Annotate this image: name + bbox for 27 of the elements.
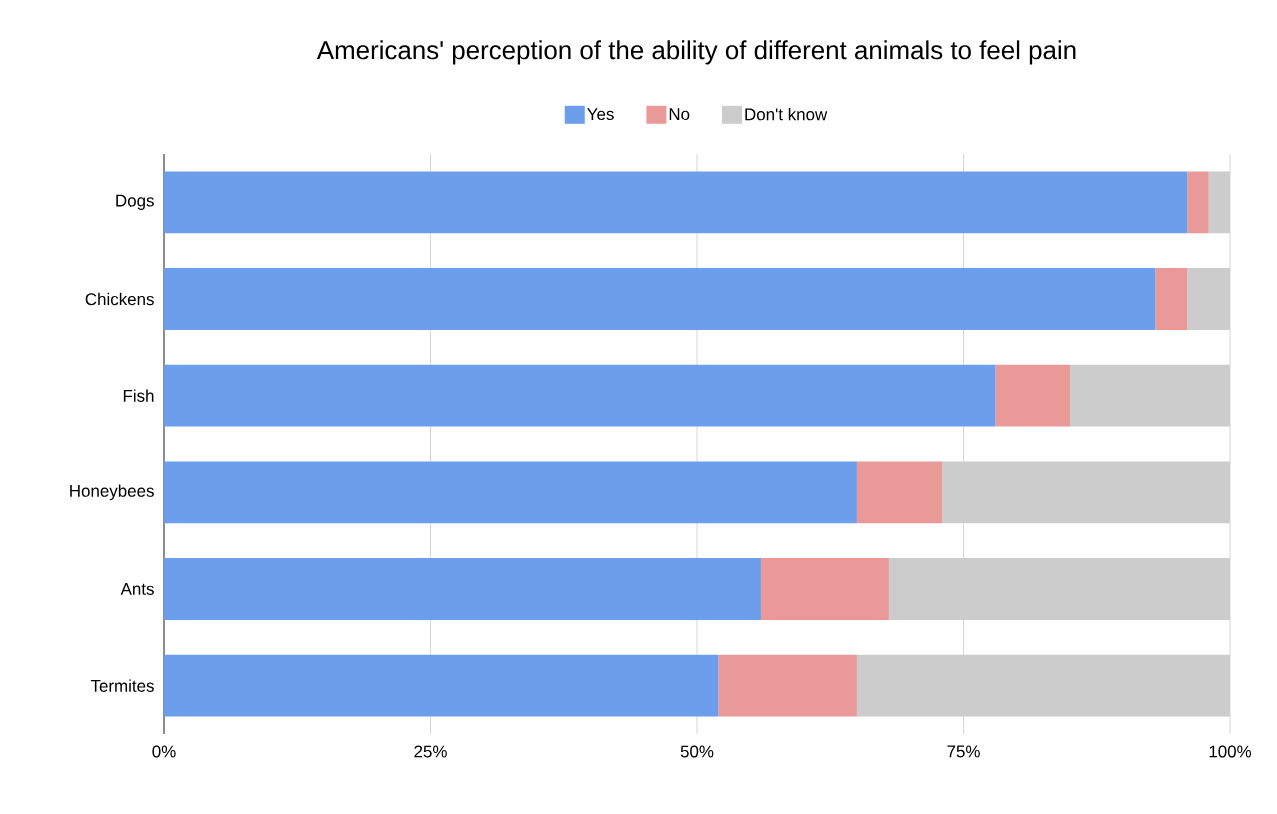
bar [1155, 268, 1188, 330]
y-tick-label: Fish [123, 389, 154, 402]
x-tick-label: 75% [947, 745, 980, 758]
x-tick-label: 50% [680, 745, 714, 758]
legend-label: No [669, 108, 690, 121]
bar [760, 558, 889, 620]
x-tick-label: 25% [414, 745, 447, 758]
y-tick-label: Honeybees [70, 484, 154, 501]
y-tick-label: Dogs [116, 194, 154, 210]
chart-title: Americans' perception of the ability of different animals to feel pain [316, 40, 1076, 65]
bar [1187, 171, 1209, 234]
bar [164, 654, 719, 717]
bar [995, 364, 1071, 427]
bar [856, 461, 943, 524]
bar [164, 268, 1156, 330]
bar [164, 364, 996, 427]
x-tick-label: 0% [152, 745, 176, 758]
x-tick-label: 100% [1209, 745, 1252, 758]
legend-label: Yes [587, 108, 614, 121]
y-tick-label: Termites [90, 679, 154, 692]
y-tick-label: Ants [120, 583, 154, 595]
bar [164, 461, 857, 524]
bar [718, 654, 857, 717]
y-tick-label: Chickens [85, 292, 154, 306]
bar [164, 558, 761, 620]
bar [164, 171, 1188, 234]
legend-label: Don't know [745, 107, 828, 121]
